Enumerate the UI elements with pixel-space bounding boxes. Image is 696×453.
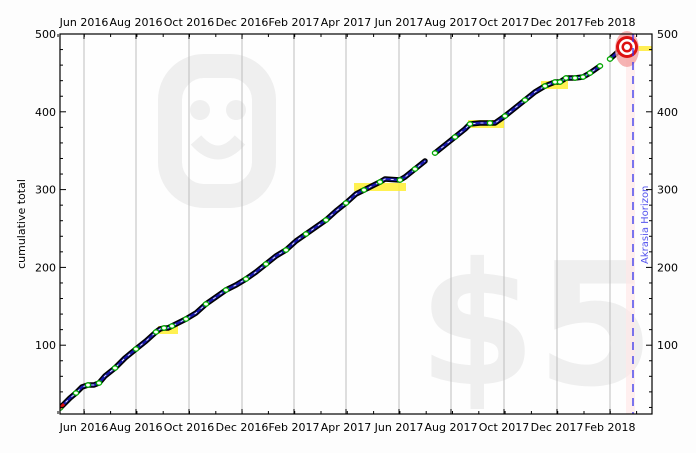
datapoint [466,121,474,127]
datapoint [396,177,404,183]
x-tick-label-top: Jun 2016 [59,16,109,29]
x-tick-label-bottom: Dec 2017 [531,421,584,434]
watermark-smiley-icon [158,54,276,208]
datapoint [571,75,579,81]
y-tick-label-left: 400 [35,106,56,119]
datapoint [596,63,604,69]
x-tick-label-bottom: Oct 2016 [164,421,215,434]
datapoint [606,56,614,62]
goal-target-line [630,46,652,51]
y-axis-ticks: 100 100 200 200 300 300 400 400 500 500 [35,28,678,408]
x-tick-label-top: Dec 2016 [216,16,269,29]
datapoint [541,83,549,89]
datapoint [182,316,190,322]
x-tick-label-bottom: Jun 2017 [374,421,424,434]
y-tick-label-left: 300 [35,184,56,197]
y-tick-label-right: 400 [657,106,678,119]
x-tick-label-top: Feb 2017 [269,16,320,29]
datapoint [282,247,290,253]
y-tick-label-left: 200 [35,261,56,274]
datapoint [84,382,92,388]
datapoint [152,329,160,335]
datapoint [586,70,594,76]
y-axis-title: cumulative total [15,179,28,269]
x-tick-label-bottom: Oct 2017 [479,421,530,434]
vertical-grid [83,34,611,414]
x-tick-label-top: Feb 2018 [585,16,636,29]
x-tick-label-bottom: Aug 2016 [110,421,163,434]
data-series-line [60,43,630,411]
plot-frame [59,33,653,415]
datapoint [242,276,250,282]
datapoint [160,325,168,331]
x-tick-label-bottom: Dec 2016 [216,421,269,434]
datapoint [222,287,230,293]
x-tick-label-top: Dec 2017 [531,16,584,29]
datapoint [322,217,330,223]
datapoint [411,166,419,172]
x-tick-label-top: Aug 2016 [110,16,163,29]
y-tick-label-right: 300 [657,184,678,197]
x-tick-label-top: Oct 2016 [164,16,215,29]
datapoint [302,231,310,237]
datapoint [451,134,459,140]
datapoint [579,74,587,80]
y-tick-label-right: 200 [657,261,678,274]
y-tick-label-right: 100 [657,339,678,352]
x-tick-label-bottom: Feb 2018 [585,421,636,434]
x-tick-label-bottom: Aug 2017 [425,421,478,434]
datapoint [486,120,494,126]
datapoint [360,187,368,193]
y-tick-label-left: 500 [35,28,56,41]
datapoint [342,200,350,206]
x-tick-label-bottom: Apr 2017 [321,421,372,434]
x-tick-label-top: Aug 2017 [425,16,478,29]
akrasia-horizon-band [626,34,635,414]
datapoint [72,390,80,396]
flat-road-segment [354,183,406,191]
datapoint [562,75,570,81]
datapoint [168,323,176,329]
datapoint [521,97,529,103]
y-tick-label-right: 500 [657,28,678,41]
akrasia-horizon-label: Akrasia Horizon [640,186,651,264]
bullseye-goal-icon [615,31,639,67]
datapoint [111,365,119,371]
x-tick-label-top: Oct 2017 [479,16,530,29]
datapoint [202,301,210,307]
datapoint [501,113,509,119]
datapoint [95,380,103,386]
x-tick-label-top: Apr 2017 [321,16,372,29]
datapoint [132,346,140,352]
x-tick-label-top: Jun 2017 [374,16,424,29]
datapoint [431,150,439,156]
watermark-amount: $5 [418,227,655,425]
datapoint [556,79,564,85]
datapoint [376,179,384,185]
y-tick-label-left: 100 [35,339,56,352]
x-tick-label-bottom: Feb 2017 [269,421,320,434]
datapoint [262,261,270,267]
x-tick-label-bottom: Jun 2016 [59,421,109,434]
